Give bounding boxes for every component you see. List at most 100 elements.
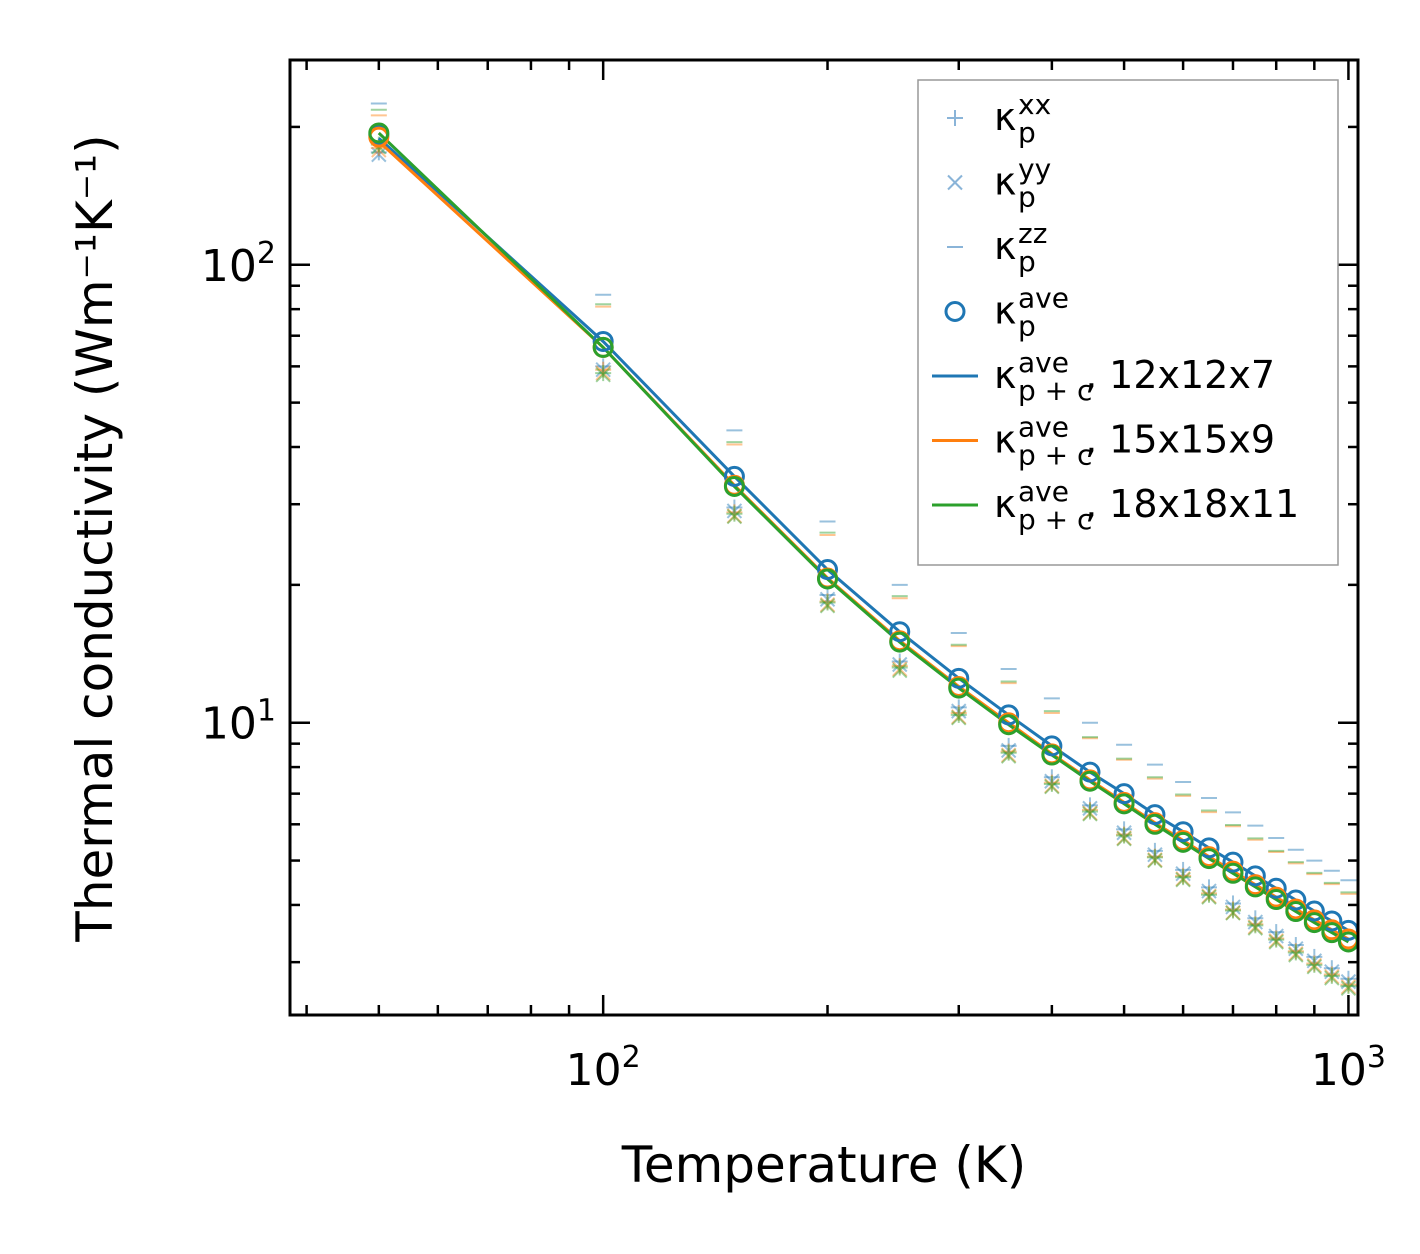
kappa-yy-point-a xyxy=(1306,953,1323,969)
kappa-yy-point-a xyxy=(1324,968,1340,985)
kappa-yy-point-a xyxy=(1247,919,1264,935)
kappa-yy-point-b xyxy=(371,146,387,163)
kappa-xx-point xyxy=(1224,895,1241,912)
kappa-yy-point-b xyxy=(1201,889,1217,905)
kappa-yy-point xyxy=(892,656,908,673)
kappa-xx-point xyxy=(1175,861,1192,878)
kappa-xx-point xyxy=(1287,943,1304,960)
kappa-xx-point xyxy=(950,705,967,722)
legend-label: κave p + c, 15x15x9 xyxy=(994,411,1275,472)
kappa-yy-point-a xyxy=(892,661,908,677)
kappa-yy-point-b xyxy=(1340,979,1357,995)
kappa-yy-point-a xyxy=(1116,825,1132,841)
kappa-yy-point xyxy=(1044,778,1060,794)
kappa-xx-point xyxy=(1340,978,1357,995)
axes: 102 103 101 102 xyxy=(201,58,1386,1096)
kappa-ave-point xyxy=(1222,851,1244,873)
kappa-xx-point xyxy=(950,706,967,723)
kappa-yy-point-b xyxy=(1147,852,1163,869)
kappa-xx-point xyxy=(1323,966,1340,983)
kappa-xx-point xyxy=(819,594,836,611)
kappa-xx-point xyxy=(1081,797,1098,814)
kappa-yy-point-a xyxy=(819,597,836,613)
kappa-yy-point-b xyxy=(726,503,743,519)
kappa-yy-point-a xyxy=(1000,742,1017,759)
series-line-12x12x7 xyxy=(377,137,1350,932)
kappa-yy-point-b xyxy=(1116,830,1132,846)
kappa-yy-point-b xyxy=(1288,940,1304,957)
kappa-ave-point xyxy=(1172,821,1194,843)
kappa-yy-point-b xyxy=(1147,846,1163,863)
kappa-yy-point-a xyxy=(1044,778,1060,794)
kappa-yy-point xyxy=(1000,748,1017,764)
kappa-yy-point-b xyxy=(1268,934,1284,950)
kappa-ave-point xyxy=(592,330,614,352)
kappa-yy-point-b xyxy=(1082,800,1098,817)
kappa-yy-point-b xyxy=(1340,973,1357,990)
kappa-yy-point xyxy=(819,597,836,613)
kappa-ave-point xyxy=(889,631,911,653)
kappa-yy-point xyxy=(1324,963,1340,980)
kappa-yy-point-b xyxy=(1225,899,1241,915)
legend-item-line-green: κave p + c, 18x18x11 xyxy=(932,475,1299,536)
kappa-yy-point-a xyxy=(1288,947,1304,963)
kappa-yy-point xyxy=(1268,934,1284,950)
kappa-yy-point-b xyxy=(1044,773,1060,789)
kappa-yy-point-a xyxy=(1340,980,1357,997)
kappa-yy-point-b xyxy=(1201,883,1217,899)
kappa-yy-point-a xyxy=(1288,940,1304,957)
kappa-yy-point-a xyxy=(1082,806,1098,822)
kappa-ave-point xyxy=(1285,889,1307,911)
kappa-yy-point-b xyxy=(951,703,967,719)
kappa-yy-point-b xyxy=(595,367,611,383)
kappa-yy-point-a xyxy=(951,703,967,719)
legend-item-dash: κzz p xyxy=(947,217,1047,278)
kappa-yy-point-b xyxy=(1116,825,1132,841)
kappa-yy-point xyxy=(1175,866,1191,882)
kappa-yy-point-b xyxy=(951,709,967,725)
kappa-ave-point xyxy=(1113,793,1135,815)
kappa-yy-point-a xyxy=(726,508,743,525)
x-tick-label: 103 xyxy=(1311,1040,1386,1096)
kappa-xx-point xyxy=(726,504,743,521)
kappa-xx-point xyxy=(1043,775,1060,792)
legend-marker-cross xyxy=(947,174,963,191)
kappa-yy-point xyxy=(1247,920,1264,936)
kappa-yy-point-a xyxy=(1340,973,1357,990)
kappa-xx-point xyxy=(1224,901,1241,918)
kappa-yy-point-b xyxy=(1247,920,1264,936)
kappa-xx-point xyxy=(1116,827,1133,844)
kappa-yy-point-b xyxy=(1175,872,1191,888)
kappa-ave-point xyxy=(1144,813,1166,835)
kappa-yy-point xyxy=(1147,846,1163,863)
kappa-yy-point-b xyxy=(726,508,743,524)
kappa-yy-point-a xyxy=(1044,778,1060,795)
kappa-yy-point-a xyxy=(726,503,743,519)
kappa-yy-point xyxy=(1324,968,1340,985)
kappa-yy-point xyxy=(1340,980,1357,997)
kappa-ave-point xyxy=(1303,912,1325,934)
kappa-xx-point xyxy=(1175,867,1192,884)
kappa-yy-point xyxy=(1147,852,1163,868)
kappa-yy-point-b xyxy=(1324,968,1340,985)
kappa-yy-point-a xyxy=(1201,889,1217,905)
kappa-xx-point xyxy=(1201,886,1218,903)
kappa-xx-point xyxy=(1268,924,1285,941)
kappa-yy-point-a xyxy=(1288,946,1304,962)
kappa-xx-point xyxy=(1287,937,1304,954)
kappa-yy-point xyxy=(1225,899,1241,915)
kappa-yy-point-a xyxy=(1324,970,1340,986)
kappa-yy-point-a xyxy=(1268,933,1284,949)
kappa-ave-point xyxy=(1198,848,1220,870)
kappa-yy-point-b xyxy=(1082,805,1098,821)
x-tick-label: 102 xyxy=(566,1040,641,1096)
kappa-yy-point xyxy=(1201,889,1217,905)
kappa-yy-point-b xyxy=(819,597,836,613)
kappa-xx-point xyxy=(1224,902,1241,919)
kappa-yy-point-b xyxy=(595,365,611,381)
y-tick-label: 101 xyxy=(201,694,276,750)
kappa-ave-point xyxy=(998,714,1020,736)
kappa-yy-point xyxy=(951,703,967,719)
kappa-yy-point xyxy=(819,591,836,607)
kappa-yy-point xyxy=(1000,747,1017,763)
